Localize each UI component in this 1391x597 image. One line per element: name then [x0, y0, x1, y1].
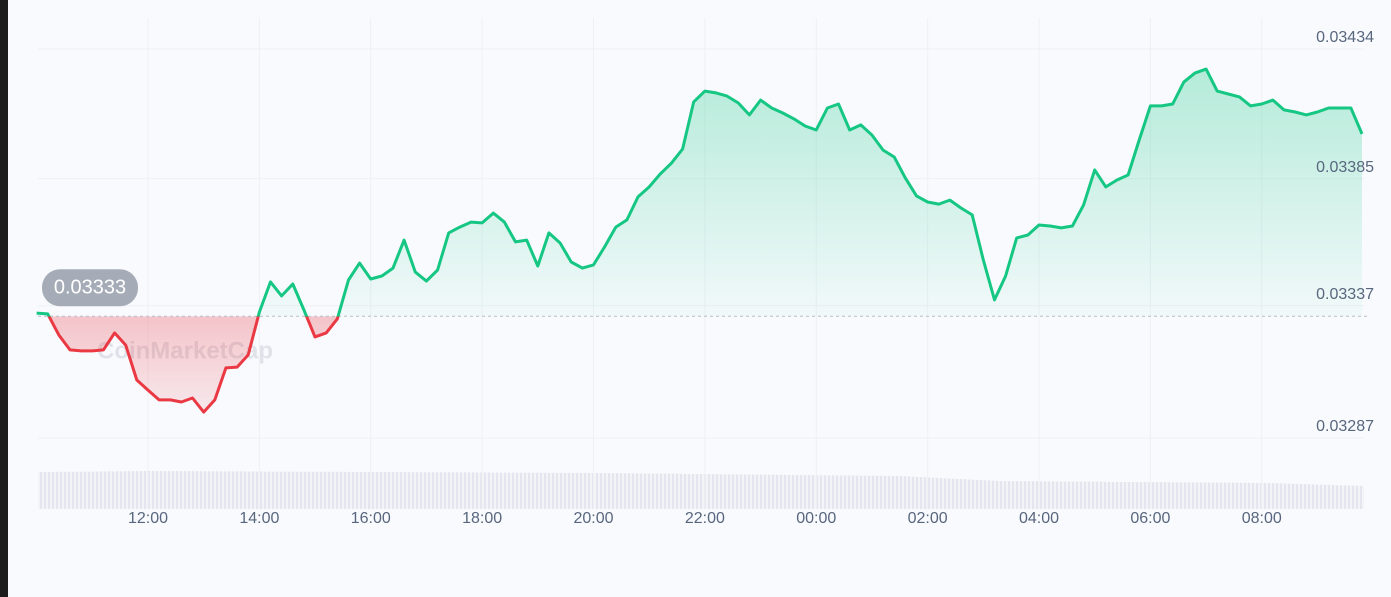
screen-edge — [0, 0, 8, 597]
x-tick-label: 04:00 — [1019, 510, 1059, 527]
y-tick-label: 0.03287 — [1316, 418, 1374, 435]
y-tick-label: 0.03337 — [1316, 286, 1374, 303]
x-tick-label: 02:00 — [908, 510, 948, 527]
y-tick-label: 0.03434 — [1316, 29, 1374, 46]
x-tick-label: 06:00 — [1130, 510, 1170, 527]
price-area — [36, 69, 1363, 413]
x-tick-label: 18:00 — [462, 510, 502, 527]
volume-band — [38, 471, 1364, 509]
x-tick-label: 20:00 — [573, 510, 613, 527]
x-tick-label: 12:00 — [128, 510, 168, 527]
x-tick-label: 00:00 — [796, 510, 836, 527]
x-tick-label: 22:00 — [685, 510, 725, 527]
price-line — [36, 67, 1364, 414]
y-tick-label: 0.03385 — [1316, 159, 1374, 176]
x-tick-label: 14:00 — [239, 510, 279, 527]
x-tick-label: 08:00 — [1242, 510, 1282, 527]
reference-pill — [42, 269, 138, 307]
reference-label: 0.03333 — [54, 277, 126, 299]
x-tick-label: 16:00 — [351, 510, 391, 527]
